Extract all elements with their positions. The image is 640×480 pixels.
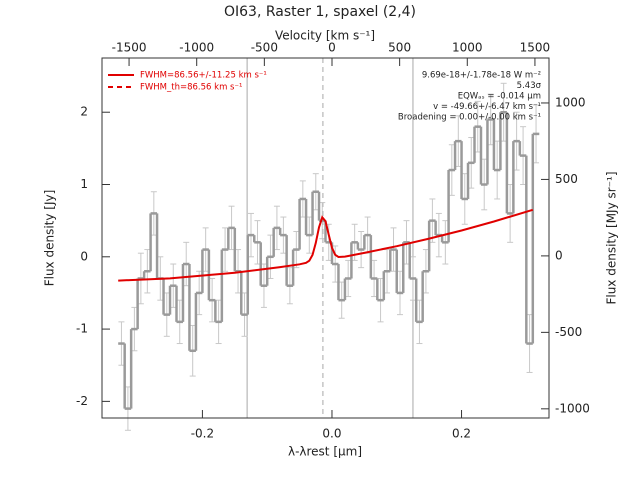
x2-tick-label: 0 xyxy=(328,41,336,55)
y-tick-label: -2 xyxy=(76,394,88,408)
y2-axis-label: Flux density [MJy sr⁻¹] xyxy=(605,171,619,304)
chart-title: OI63, Raster 1, spaxel (2,4) xyxy=(224,4,416,20)
y2-tick-label: 0 xyxy=(555,248,563,262)
fit-line xyxy=(118,208,534,282)
y-tick-label: -1 xyxy=(76,322,88,336)
x-tick-label: 0.0 xyxy=(322,427,341,441)
x2-tick-label: 1000 xyxy=(452,41,483,55)
y-axis-label: Flux density [Jy] xyxy=(43,190,57,287)
annotation: v = -49.66+/-6.47 km s⁻¹ xyxy=(433,102,541,112)
legend-label: FWHM_th=86.56 km s⁻¹ xyxy=(140,83,242,93)
x-tick-label: -0.2 xyxy=(191,427,214,441)
legend-label: FWHM=86.56+/-11.25 km s⁻¹ xyxy=(140,71,267,81)
annotation: 9.69e-18+/-1.78e-18 W m⁻² xyxy=(422,71,541,81)
y-tick-label: 0 xyxy=(80,249,88,263)
y2-tick-label: -1000 xyxy=(555,401,590,415)
x2-tick-label: -1500 xyxy=(112,41,147,55)
annotation: EQWₐₛ = -0.014 μm xyxy=(458,92,541,102)
x-axis-label: λ-λrest [μm] xyxy=(288,445,362,459)
y2-tick-label: 500 xyxy=(555,172,578,186)
x2-tick-label: 1500 xyxy=(520,41,551,55)
plot-frame xyxy=(101,57,550,419)
x2-tick-label: 500 xyxy=(388,41,411,55)
y2-tick-label: -500 xyxy=(555,325,582,339)
x2-tick-label: -500 xyxy=(251,41,278,55)
x2-tick-label: -1000 xyxy=(179,41,214,55)
annotation: Broadening = 0.00+/-0.00 km s⁻¹ xyxy=(398,113,541,123)
y-tick-label: 1 xyxy=(80,177,88,191)
y2-tick-label: 1000 xyxy=(555,95,586,109)
x-tick-label: 0.2 xyxy=(452,427,471,441)
annotation: 5.43σ xyxy=(517,81,542,91)
x2-axis-label: Velocity [km s⁻¹] xyxy=(275,29,375,43)
y-tick-label: 2 xyxy=(80,105,88,119)
